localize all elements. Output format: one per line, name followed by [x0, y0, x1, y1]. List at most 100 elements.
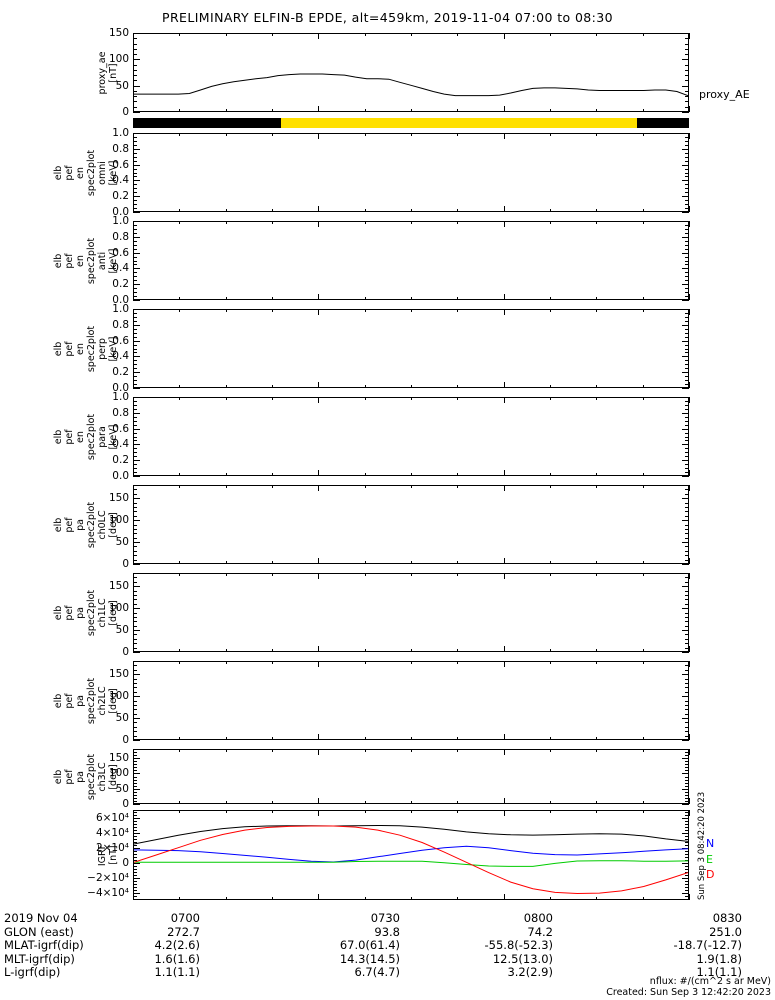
- axis-label-line: [keV]: [108, 424, 119, 449]
- annotation-value: -55.8(-52.3): [484, 938, 553, 953]
- axis-label-line: pa: [75, 770, 86, 783]
- y-minor-tick: [133, 444, 137, 445]
- x-minor-tick: [596, 801, 597, 804]
- x-minor-tick: [411, 109, 412, 112]
- annotation-row-label: GLON (east): [4, 924, 74, 939]
- y-minor-tick: [133, 621, 137, 622]
- x-major-tick: [689, 133, 690, 139]
- x-major-tick: [689, 294, 690, 300]
- x-minor-tick: [504, 309, 505, 312]
- y-minor-tick: [685, 842, 689, 843]
- ytick-label: 0.4: [112, 174, 129, 187]
- y-minor-tick: [133, 38, 137, 39]
- ytick-label: 0.6: [112, 422, 129, 435]
- y-minor-tick: [685, 714, 689, 715]
- y-minor-tick: [133, 839, 137, 840]
- ytick-label: 4×10⁴: [95, 826, 129, 839]
- x-major-tick: [504, 33, 505, 39]
- y-minor-tick: [133, 352, 137, 353]
- axis-label-line: pa: [75, 606, 86, 619]
- ytick-label: 0.8: [112, 230, 129, 243]
- x-minor-tick: [411, 209, 412, 212]
- x-major-tick: [504, 810, 505, 816]
- x-minor-tick: [457, 801, 458, 804]
- x-minor-tick: [272, 221, 273, 224]
- x-minor-tick: [411, 801, 412, 804]
- x-minor-tick: [365, 649, 366, 652]
- y-minor-tick: [133, 245, 137, 246]
- ytick-label: −2×10⁴: [87, 871, 129, 884]
- y-minor-tick: [133, 437, 137, 438]
- annotation-value: 4.2(2.6): [154, 938, 200, 953]
- x-minor-tick: [550, 309, 551, 312]
- y-minor-tick: [685, 161, 689, 162]
- x-minor-tick: [318, 385, 319, 388]
- x-minor-tick: [643, 473, 644, 476]
- y-minor-tick: [133, 542, 137, 543]
- y-minor-tick: [685, 890, 689, 891]
- y-minor-tick: [685, 761, 689, 762]
- x-major-tick: [318, 221, 319, 227]
- y-minor-tick: [685, 280, 689, 281]
- x-major-tick: [133, 382, 134, 388]
- y-minor-tick: [133, 770, 137, 771]
- x-minor-tick: [457, 109, 458, 112]
- x-minor-tick: [318, 485, 319, 488]
- x-minor-tick: [411, 297, 412, 300]
- y-minor-tick: [685, 718, 689, 719]
- x-minor-tick: [318, 561, 319, 564]
- y-minor-tick: [685, 767, 689, 768]
- panel-en_perp: [133, 309, 689, 388]
- x-minor-tick: [643, 810, 644, 813]
- x-minor-tick: [365, 473, 366, 476]
- x-minor-tick: [504, 561, 505, 564]
- y-minor-tick: [133, 564, 137, 565]
- ytick-label: 0.2: [112, 190, 129, 203]
- y-minor-tick: [685, 349, 689, 350]
- x-minor-tick: [179, 661, 180, 664]
- x-minor-tick: [179, 649, 180, 652]
- nflux-units: nflux: #/(cm^2 s ar MeV): [649, 976, 771, 987]
- x-minor-tick: [550, 221, 551, 224]
- y-minor-tick: [133, 783, 137, 784]
- y-minor-tick: [133, 257, 137, 258]
- y-minor-tick: [133, 349, 137, 350]
- x-minor-tick: [179, 33, 180, 36]
- y-minor-tick: [133, 804, 137, 805]
- y-minor-tick: [685, 380, 689, 381]
- legend-label-d: D: [706, 868, 715, 881]
- x-major-tick: [318, 309, 319, 315]
- y-minor-tick: [685, 665, 689, 666]
- x-minor-tick: [550, 109, 551, 112]
- x-minor-tick: [318, 397, 319, 400]
- y-minor-tick: [133, 842, 137, 843]
- y-minor-tick: [133, 692, 137, 693]
- ytick-label: 100: [108, 690, 129, 703]
- y-minor-tick: [685, 137, 689, 138]
- y-minor-tick: [133, 188, 137, 189]
- x-major-tick: [133, 798, 134, 804]
- trace-proxy_AE: [134, 73, 688, 97]
- y-minor-tick: [133, 665, 137, 666]
- x-minor-tick: [272, 133, 273, 136]
- y-minor-tick: [133, 866, 137, 867]
- y-minor-tick: [133, 613, 137, 614]
- y-minor-tick: [685, 683, 689, 684]
- y-minor-tick: [685, 421, 689, 422]
- y-minor-tick: [133, 268, 137, 269]
- y-minor-tick: [685, 59, 689, 60]
- x-minor-tick: [226, 297, 227, 300]
- axis-label-line: pef: [64, 428, 75, 445]
- x-minor-tick: [226, 385, 227, 388]
- y-minor-tick: [685, 417, 689, 418]
- axis-label-line: spec2plot: [86, 589, 97, 636]
- x-minor-tick: [179, 309, 180, 312]
- x-major-tick: [318, 133, 319, 139]
- panel-pa_ch0LC: [133, 485, 689, 564]
- y-minor-tick: [133, 54, 137, 55]
- y-minor-tick: [133, 173, 137, 174]
- y-minor-tick: [685, 44, 689, 45]
- axis-label-line: pef: [64, 340, 75, 357]
- x-minor-tick: [643, 297, 644, 300]
- axis-label-line: en: [75, 430, 86, 443]
